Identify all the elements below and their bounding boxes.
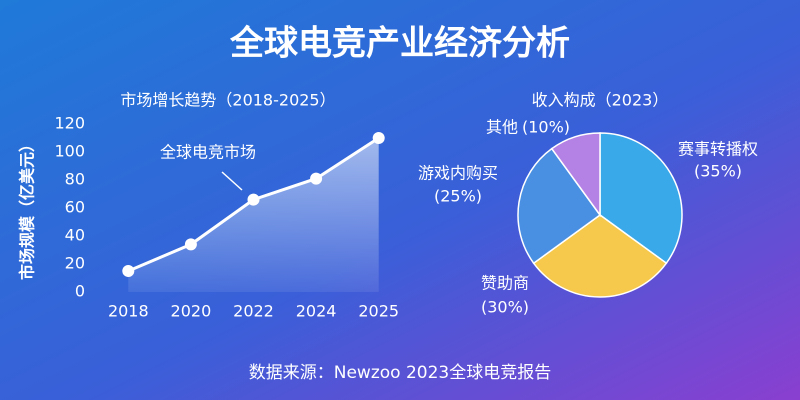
pie-slice xyxy=(599,132,683,265)
slice-value-label: (25%) xyxy=(434,187,482,206)
line-marker xyxy=(310,172,323,185)
x-tick-label: 2025 xyxy=(358,302,399,321)
source-note: 数据来源：Newzoo 2023全球电竞报告 xyxy=(249,363,551,383)
y-tick-label: 20 xyxy=(65,254,85,273)
line-marker xyxy=(122,265,135,277)
slice-value-label: (30%) xyxy=(481,298,529,317)
line-chart-title: 市场增长趋势（2018-2025） xyxy=(120,91,335,110)
y-tick-label: 0 xyxy=(75,282,85,301)
y-tick-label: 80 xyxy=(65,170,85,189)
y-axis-label: 市场规模（亿美元） xyxy=(18,136,37,280)
line-area xyxy=(128,138,379,292)
x-tick-label: 2018 xyxy=(108,302,149,321)
x-tick-label: 2022 xyxy=(233,302,274,321)
series-label: 全球电竞市场 xyxy=(160,143,256,162)
pie-slice xyxy=(517,147,602,265)
line-marker xyxy=(247,193,260,206)
pie-slice xyxy=(532,214,668,298)
slice-label: 其他 xyxy=(486,118,518,137)
pie-chart-title: 收入构成（2023） xyxy=(532,91,669,110)
slice-label: 赞助商 xyxy=(481,274,529,293)
line-marker xyxy=(372,132,385,144)
slice-label: 游戏内购买 xyxy=(418,164,498,183)
slice-value-label: (35%) xyxy=(694,162,742,181)
y-tick-label: 100 xyxy=(54,142,85,161)
line-marker xyxy=(184,238,197,251)
page-title: 全球电竞产业经济分析 xyxy=(229,24,570,64)
pie-slice xyxy=(550,132,601,218)
annotation-leader xyxy=(221,171,243,191)
y-tick-label: 60 xyxy=(65,198,85,217)
slice-label: 赛事转播权 xyxy=(678,140,758,159)
y-tick-label: 120 xyxy=(54,114,85,133)
slice-value-label: (10%) xyxy=(522,118,570,137)
y-tick-label: 40 xyxy=(65,226,85,245)
x-tick-label: 2020 xyxy=(171,302,212,321)
x-tick-label: 2024 xyxy=(296,302,337,321)
